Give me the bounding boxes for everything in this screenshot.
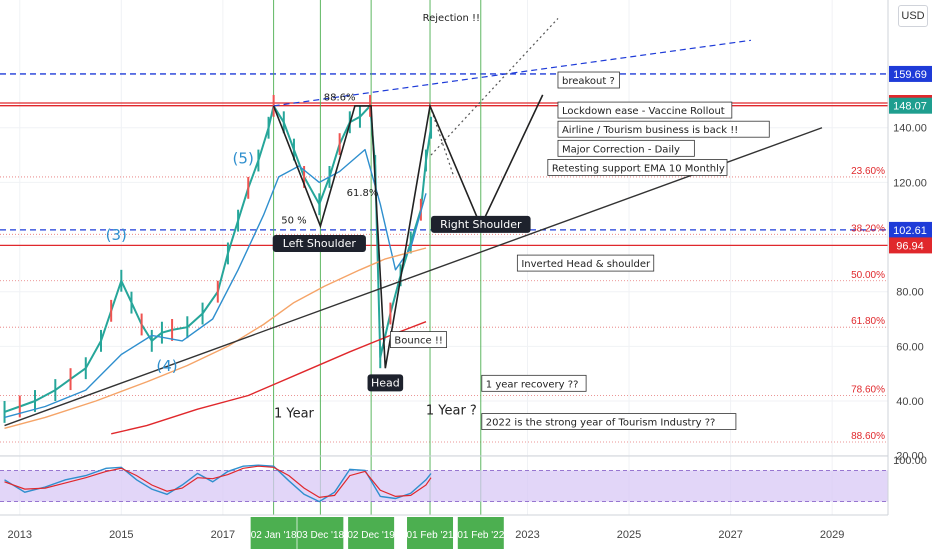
annotation-text: Retesting support EMA 10 Monthly bbox=[552, 163, 725, 174]
x-tick-label-2017: 2017 bbox=[211, 529, 235, 541]
pattern-label-text: Right Shoulder bbox=[440, 218, 522, 231]
annotation-text: 1 year recovery ?? bbox=[486, 379, 579, 390]
annotation-rejection: Rejection !! bbox=[423, 13, 480, 24]
fib-label-88-60: 88.60% bbox=[851, 431, 885, 442]
currency-button[interactable]: USD bbox=[898, 5, 928, 27]
drawings-layer bbox=[5, 18, 822, 425]
y-tick-label-40: 40.00 bbox=[896, 396, 924, 408]
pattern-label-text: Head bbox=[371, 376, 400, 389]
annotation-text: Rejection !! bbox=[423, 13, 480, 24]
annotation-breakout: breakout ? bbox=[558, 72, 620, 88]
annotation-inverted-head-shoulder: Inverted Head & shoulder bbox=[517, 255, 653, 271]
annotation-50: 50 % bbox=[281, 215, 306, 226]
price-badge-159-69: 159.69 bbox=[889, 66, 932, 82]
price-badge-text: 102.61 bbox=[893, 225, 927, 237]
wave-label-3: (3) bbox=[106, 226, 127, 244]
x-tick-label-2015: 2015 bbox=[109, 529, 133, 541]
annotation-lockdown-ease-vaccine-rollout: Lockdown ease - Vaccine Rollout bbox=[558, 102, 732, 118]
pattern-label-text: Left Shoulder bbox=[283, 237, 357, 250]
date-badge-01-feb-21: 01 Feb '21 bbox=[407, 517, 454, 549]
annotation-text: 88.6% bbox=[324, 92, 356, 103]
annotation-text: Bounce !! bbox=[394, 336, 443, 347]
annotation-text: Inverted Head & shoulder bbox=[521, 259, 651, 270]
annotation-1-year: 1 Year ? bbox=[426, 404, 477, 419]
y-tick-label-140: 140.00 bbox=[893, 123, 927, 135]
pattern-label-right-shoulder: Right Shoulder bbox=[431, 216, 531, 233]
x-tick-label-2027: 2027 bbox=[718, 529, 742, 541]
date-badge-text: 01 Feb '21 bbox=[407, 530, 454, 541]
price-badge-text: 96.94 bbox=[896, 240, 924, 252]
fib-label-61-80: 61.80% bbox=[851, 316, 885, 327]
oscillator-band bbox=[0, 470, 888, 501]
annotation-1-year: 1 Year bbox=[274, 406, 315, 421]
annotation-text: breakout ? bbox=[562, 76, 615, 87]
annotation-61-8: 61.8% bbox=[347, 188, 379, 199]
date-badge-02-dec-19: 02 Dec '19 bbox=[347, 517, 395, 549]
trendline-2 bbox=[430, 106, 454, 177]
price-badge-text: 148.07 bbox=[893, 101, 927, 113]
price-badge-102-61: 102.61 bbox=[889, 222, 932, 238]
annotation-text: 1 Year bbox=[274, 406, 315, 421]
annotation-88-6: 88.6% bbox=[324, 92, 356, 103]
date-badge-text: 01 Feb '22 bbox=[457, 530, 504, 541]
annotation-major-correction-daily: Major Correction - Daily bbox=[558, 140, 694, 156]
wave-label-4: (4) bbox=[156, 357, 177, 375]
annotation-text: 61.8% bbox=[347, 188, 379, 199]
wave-label-5: (5) bbox=[233, 149, 254, 167]
oscillator-pane bbox=[0, 456, 932, 502]
fib-label-23-60: 23.60% bbox=[851, 166, 885, 177]
price-badge-text: 159.69 bbox=[893, 69, 927, 81]
grid-layer bbox=[0, 0, 888, 515]
annotation-text: 1 Year ? bbox=[426, 404, 477, 419]
annotation-text: Major Correction - Daily bbox=[562, 144, 680, 155]
date-badge-02-jan-18: 02 Jan '18 bbox=[251, 517, 297, 549]
fib-label-78-60: 78.60% bbox=[851, 385, 885, 396]
oscillator-tick-label: 100.00 bbox=[893, 455, 927, 467]
annotation-bounce: Bounce !! bbox=[390, 332, 446, 348]
x-tick-label-2013: 2013 bbox=[8, 529, 32, 541]
annotation-2022-is-the-strong-year-of-tourism-industry: 2022 is the strong year of Tourism Indus… bbox=[482, 414, 736, 430]
price-axis-bg bbox=[888, 0, 932, 550]
price-badge-148-07: 148.07 bbox=[889, 98, 932, 114]
annotation-retesting-support-ema-10-monthly: Retesting support EMA 10 Monthly bbox=[548, 159, 727, 175]
annotation-text: 50 % bbox=[281, 215, 306, 226]
fib-label-50-00: 50.00% bbox=[851, 270, 885, 281]
y-tick-label-60: 60.00 bbox=[896, 341, 924, 353]
annotation-1-year-recovery: 1 year recovery ?? bbox=[482, 375, 586, 391]
pattern-label-left-shoulder: Left Shoulder bbox=[273, 235, 366, 252]
y-tick-label-80: 80.00 bbox=[896, 287, 924, 299]
y-tick-label-120: 120.00 bbox=[893, 177, 927, 189]
annotation-text: 2022 is the strong year of Tourism Indus… bbox=[486, 418, 716, 429]
date-badge-03-dec-18: 03 Dec '18 bbox=[297, 517, 345, 549]
date-badge-01-feb-22: 01 Feb '22 bbox=[457, 517, 504, 549]
annotation-text: Lockdown ease - Vaccine Rollout bbox=[562, 106, 725, 117]
annotation-text: Airline / Tourism business is back !! bbox=[562, 125, 738, 136]
date-badge-text: 02 Jan '18 bbox=[251, 530, 297, 541]
x-tick-label-2025: 2025 bbox=[617, 529, 641, 541]
date-badge-text: 02 Dec '19 bbox=[347, 530, 395, 541]
trendline-3 bbox=[431, 18, 558, 155]
fib-label-38-20: 38.20% bbox=[851, 223, 885, 234]
date-badge-text: 03 Dec '18 bbox=[297, 530, 345, 541]
series-line-0 bbox=[5, 106, 432, 412]
pattern-label-head: Head bbox=[368, 374, 404, 391]
series-layer bbox=[5, 95, 432, 434]
price-badge-96-94: 96.94 bbox=[889, 237, 932, 253]
x-tick-label-2029: 2029 bbox=[820, 529, 844, 541]
annotation-airline-tourism-business-is-back: Airline / Tourism business is back !! bbox=[558, 121, 769, 137]
x-tick-label-2023: 2023 bbox=[515, 529, 539, 541]
